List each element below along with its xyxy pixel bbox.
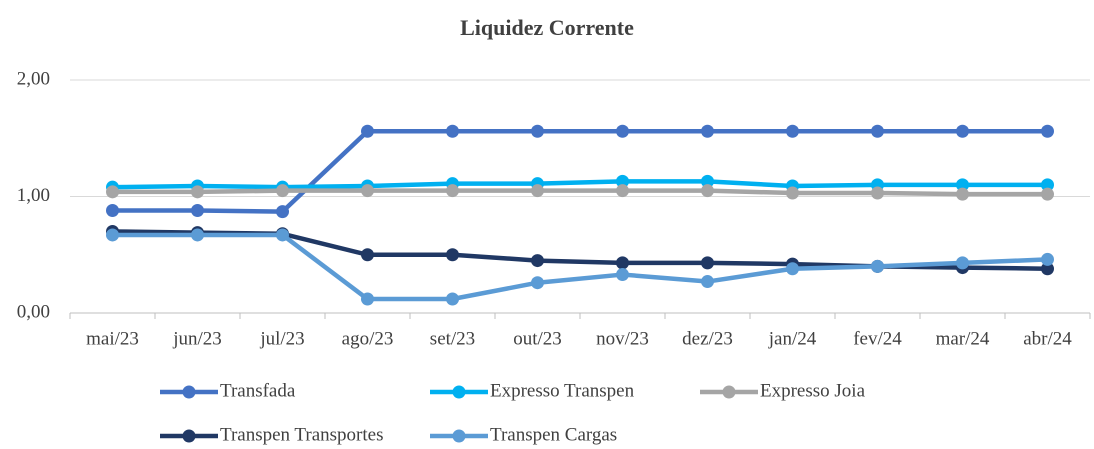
series-line bbox=[112, 188, 1048, 197]
y-tick-label: 1,00 bbox=[17, 185, 50, 206]
point bbox=[446, 184, 459, 198]
point bbox=[701, 184, 714, 198]
point bbox=[616, 256, 629, 270]
point bbox=[871, 124, 884, 138]
x-tick-label: dez/23 bbox=[682, 328, 733, 349]
point bbox=[1041, 187, 1054, 201]
legend-label: Expresso Transpen bbox=[490, 380, 635, 401]
point bbox=[616, 124, 629, 138]
point bbox=[446, 124, 459, 138]
point bbox=[276, 228, 289, 242]
legend-marker bbox=[452, 429, 466, 443]
point bbox=[616, 268, 629, 282]
y-tick-label: 0,00 bbox=[17, 301, 50, 322]
point bbox=[1041, 262, 1054, 276]
point bbox=[361, 248, 374, 262]
point bbox=[1041, 178, 1054, 192]
point bbox=[361, 292, 374, 306]
x-tick-label: jul/23 bbox=[259, 328, 304, 349]
x-tick-label: mar/24 bbox=[936, 328, 990, 349]
point bbox=[616, 174, 629, 188]
point bbox=[956, 256, 969, 270]
x-tick-label: out/23 bbox=[513, 328, 562, 349]
point bbox=[871, 259, 884, 273]
point bbox=[191, 185, 204, 199]
point bbox=[531, 184, 544, 198]
series-line bbox=[112, 179, 1048, 190]
point bbox=[701, 174, 714, 188]
point bbox=[956, 178, 969, 192]
point bbox=[701, 124, 714, 138]
x-tick-label: set/23 bbox=[430, 328, 475, 349]
x-tick-label: jun/23 bbox=[172, 328, 222, 349]
point bbox=[786, 186, 799, 200]
point bbox=[361, 184, 374, 198]
point bbox=[786, 124, 799, 138]
x-tick-label: fev/24 bbox=[853, 328, 902, 349]
legend-marker bbox=[182, 385, 196, 399]
point bbox=[361, 124, 374, 138]
legend-label: Transfada bbox=[220, 380, 296, 401]
point bbox=[531, 276, 544, 290]
point bbox=[1041, 252, 1054, 266]
point bbox=[446, 248, 459, 262]
point bbox=[106, 185, 119, 199]
x-tick-label: mai/23 bbox=[86, 328, 139, 349]
legend-marker bbox=[182, 429, 196, 443]
point bbox=[276, 184, 289, 198]
point bbox=[531, 254, 544, 268]
point bbox=[106, 228, 119, 242]
point bbox=[701, 275, 714, 289]
point bbox=[531, 124, 544, 138]
x-tick-label: ago/23 bbox=[342, 328, 394, 349]
y-tick-label: 2,00 bbox=[17, 68, 50, 89]
legend-label: Expresso Joia bbox=[760, 380, 866, 401]
point bbox=[956, 124, 969, 138]
point bbox=[616, 184, 629, 198]
series-line bbox=[112, 129, 1048, 214]
point bbox=[786, 262, 799, 276]
chart-title: Liquidez Corrente bbox=[460, 15, 634, 40]
point bbox=[191, 203, 204, 217]
point bbox=[956, 187, 969, 201]
point bbox=[446, 292, 459, 306]
point bbox=[701, 256, 714, 270]
legend-marker bbox=[722, 385, 736, 399]
x-tick-label: jan/24 bbox=[768, 328, 817, 349]
legend-marker bbox=[452, 385, 466, 399]
point bbox=[1041, 124, 1054, 138]
legend-label: Transpen Transportes bbox=[220, 424, 383, 445]
point bbox=[871, 186, 884, 200]
x-tick-label: nov/23 bbox=[596, 328, 649, 349]
legend-label: Transpen Cargas bbox=[490, 424, 617, 445]
point bbox=[276, 205, 289, 219]
series-line bbox=[112, 232, 1048, 302]
point bbox=[106, 203, 119, 217]
x-tick-label: abr/24 bbox=[1023, 328, 1072, 349]
point bbox=[191, 228, 204, 242]
